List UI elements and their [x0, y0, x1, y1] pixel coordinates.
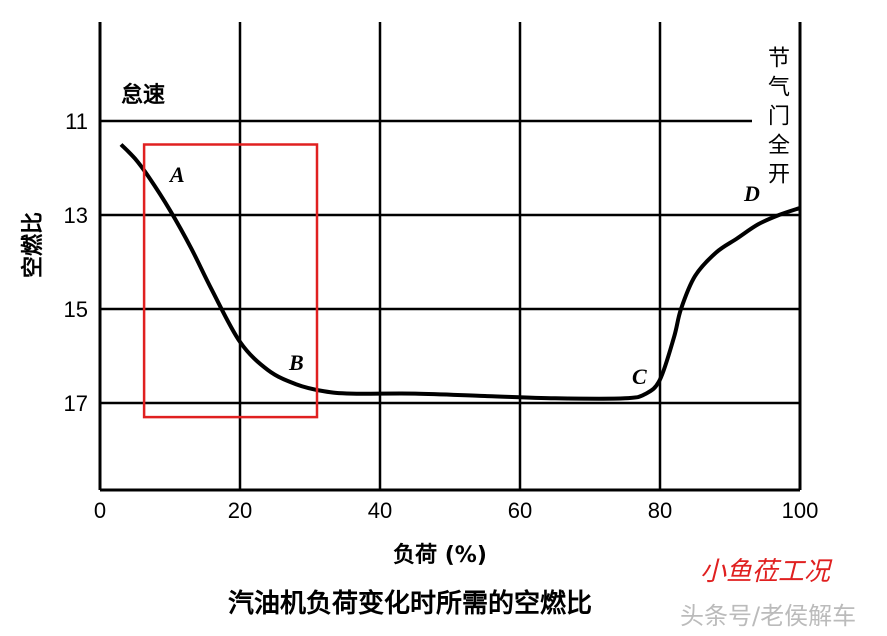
x-tick-label: 40	[368, 498, 392, 523]
y-axis-label: 空燃比	[20, 212, 46, 278]
x-axis-label: 负荷 (%)	[393, 543, 487, 568]
throttle-full-open-label: 节气门全开	[764, 46, 789, 191]
series-line	[119, 143, 801, 401]
point-label: D	[743, 181, 760, 206]
y-tick-label: 15	[64, 297, 88, 322]
point-label: B	[288, 350, 304, 375]
chart-title: 汽油机负荷变化时所需的空燃比	[228, 588, 592, 619]
tick-labels: 0 20 40 60 80 100 11 13 15 17	[64, 109, 819, 523]
x-tick-label: 20	[228, 498, 252, 523]
watermark-red: 小鱼莅工况	[700, 557, 833, 587]
y-tick-label: 13	[64, 203, 88, 228]
point-label: A	[168, 162, 185, 187]
y-tick-label: 17	[64, 391, 88, 416]
grid	[98, 22, 802, 492]
annotations: 怠速 A B C D	[121, 82, 760, 389]
x-tick-label: 100	[782, 498, 819, 523]
x-tick-label: 60	[508, 498, 532, 523]
point-label: C	[632, 364, 647, 389]
highlight-box	[142, 143, 319, 419]
x-tick-label: 80	[648, 498, 672, 523]
y-tick-label: 11	[65, 109, 88, 134]
x-tick-label: 0	[94, 498, 106, 523]
watermark-gray: 头条号/老侯解车	[680, 602, 856, 630]
annotation-label: 怠速	[121, 82, 165, 108]
